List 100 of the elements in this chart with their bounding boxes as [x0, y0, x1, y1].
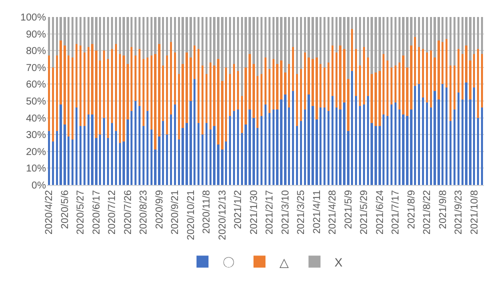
bar: [323, 17, 326, 68]
bar: [122, 56, 125, 142]
bar: [91, 114, 94, 185]
bar: [75, 108, 78, 185]
bar: [232, 17, 236, 64]
x-tick-label: 2020/7/26: [122, 190, 134, 234]
x-tick-label: 2020/9/21: [170, 190, 182, 234]
bar: [99, 134, 102, 185]
bar: [197, 48, 200, 123]
bar: [296, 17, 298, 74]
bar: [268, 69, 271, 113]
bar: [335, 17, 338, 52]
bar: [446, 38, 448, 88]
bar: [327, 62, 330, 112]
bar: [138, 17, 141, 49]
x-tick-label: 2020/9/9: [154, 190, 166, 229]
bar: [480, 17, 484, 54]
bar: [418, 47, 420, 84]
bar: [469, 17, 472, 61]
x-tick-label: 2021/3/10: [280, 190, 292, 234]
bar: [354, 48, 358, 96]
bar: [473, 88, 476, 185]
bar: [465, 82, 468, 185]
x-tick-label: 2021/4/28: [328, 190, 339, 234]
bar: [300, 121, 302, 185]
bar: [327, 17, 330, 62]
bar: [390, 104, 393, 185]
x-tick-label: 2020/7/12: [107, 190, 118, 234]
bar: [232, 64, 236, 112]
bar: [331, 46, 334, 96]
bar: [166, 56, 168, 135]
bar: [449, 17, 452, 66]
bar: [442, 84, 444, 185]
bar: [351, 70, 354, 185]
y-tick-label: 100%: [20, 12, 46, 24]
bar: [221, 17, 224, 81]
bar: [48, 131, 50, 185]
bar: [150, 130, 152, 185]
bar: [343, 102, 346, 185]
y-tick-label: 70%: [26, 62, 46, 74]
bar: [347, 17, 350, 80]
bar: [106, 17, 110, 59]
y-tick-label: 50%: [26, 96, 46, 108]
bar: [308, 17, 310, 58]
bar: [426, 102, 428, 185]
bar: [264, 17, 267, 58]
bar: [320, 17, 322, 64]
bar: [430, 50, 432, 108]
bar: [232, 111, 236, 185]
bar: [426, 17, 428, 52]
bar: [288, 64, 290, 108]
bar: [52, 141, 54, 185]
bar: [339, 46, 342, 110]
y-tick-label: 80%: [26, 46, 46, 58]
bar: [394, 66, 396, 103]
bar: [449, 121, 452, 185]
bar: [75, 44, 78, 108]
bar: [130, 111, 133, 185]
bar: [154, 17, 156, 54]
bar: [374, 72, 377, 126]
bar: [170, 42, 172, 114]
bar: [378, 17, 381, 71]
bar: [225, 141, 228, 185]
x-tick-label: 2021/2/17: [264, 190, 276, 234]
bar: [166, 17, 168, 56]
y-tick-label: 10%: [26, 164, 46, 175]
bar: [162, 17, 164, 66]
x-tick-label: 2021/5/29: [359, 190, 370, 234]
legend-label: 〇: [222, 255, 234, 270]
bar: [106, 59, 110, 138]
bar: [434, 17, 436, 58]
bar: [449, 66, 452, 122]
bar: [134, 101, 137, 185]
bar: [205, 122, 208, 185]
bar: [174, 17, 176, 52]
bar: [300, 69, 302, 122]
bar: [166, 134, 168, 185]
bar: [390, 17, 393, 68]
bar: [438, 40, 440, 100]
bar: [72, 57, 74, 140]
bar: [126, 17, 129, 64]
bar: [453, 66, 456, 110]
bar: [236, 17, 240, 71]
bar: [386, 17, 389, 61]
bar: [75, 17, 78, 44]
bar: [118, 17, 121, 54]
bar: [48, 56, 50, 132]
bar: [209, 62, 212, 130]
bar: [236, 109, 240, 185]
bar: [110, 17, 114, 49]
bar: [228, 74, 232, 116]
x-tick-label: 2021/1/2: [233, 190, 244, 229]
bar: [260, 17, 263, 74]
bar: [260, 116, 263, 185]
bar: [162, 121, 164, 185]
bar: [477, 48, 480, 118]
bar: [174, 52, 176, 104]
bar: [331, 17, 334, 46]
x-tick-label: 2020/5/27: [76, 190, 87, 234]
bar: [87, 17, 90, 48]
